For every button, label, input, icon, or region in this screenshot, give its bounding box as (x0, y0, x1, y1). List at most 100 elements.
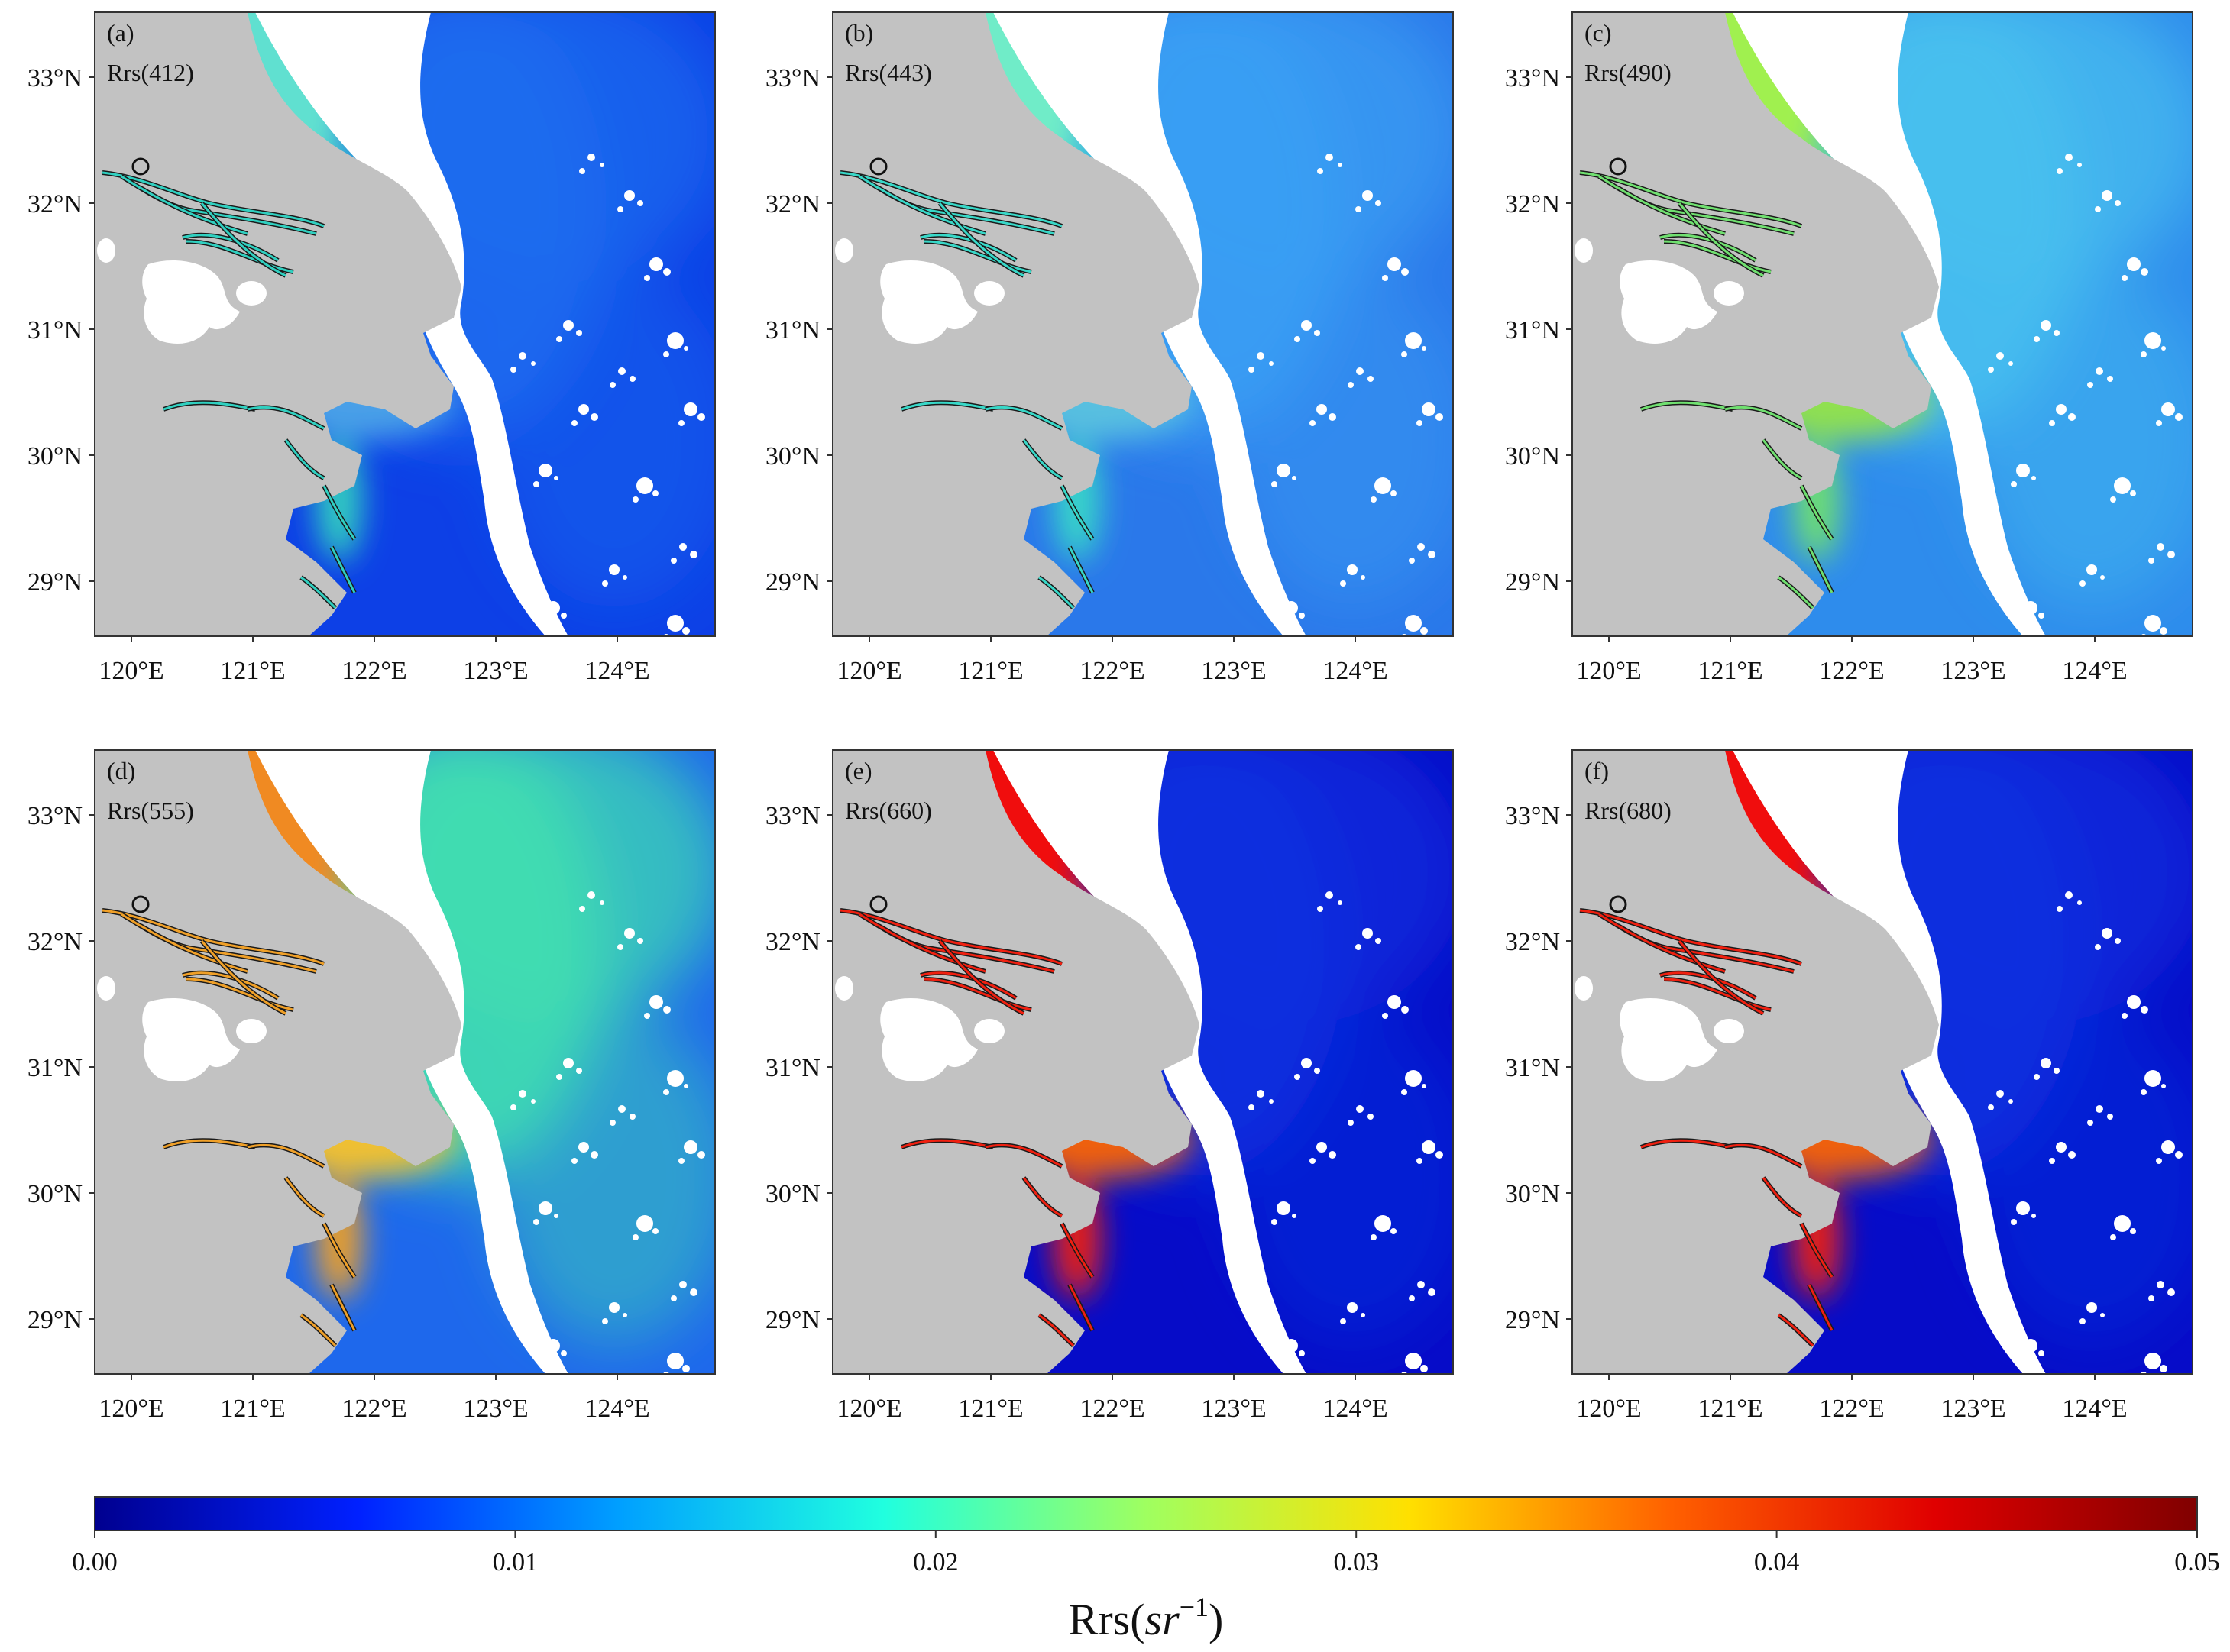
nodata-coastal-band (993, 12, 1306, 636)
map-panel-e: (e) Rrs(660) 33°N 32°N 31°N 30°N 29°N 120°E 121°… (765, 749, 1454, 1423)
lon-tick-label: 122°E (1079, 1395, 1144, 1423)
panel-label: (a) (107, 19, 134, 47)
lon-tick-label: 124°E (584, 657, 649, 685)
lat-tick-label: 30°N (28, 1180, 83, 1208)
lat-tick-label: 31°N (1505, 1054, 1560, 1082)
colorbar: 0.00 0.01 0.02 0.03 0.04 0.05 Rrs(sr−1) (72, 1496, 2220, 1644)
colorbar-title-unit: sr (1145, 1595, 1180, 1644)
cloud-gaps (1988, 154, 2183, 636)
lat-tick-label: 33°N (765, 802, 820, 830)
lon-tick-label: 121°E (220, 657, 285, 685)
lon-tick-label: 121°E (1698, 1395, 1762, 1423)
rivers (1579, 895, 1834, 1348)
nodata-coastal-band (1733, 750, 2046, 1374)
cloud-gaps (510, 154, 705, 636)
lat-tick-label: 32°N (1505, 928, 1560, 956)
lat-tick-label: 31°N (28, 316, 83, 344)
lat-tick-label: 29°N (1505, 568, 1560, 596)
lon-tick-label: 120°E (837, 657, 901, 685)
lon-tick-label: 122°E (1819, 657, 1884, 685)
map-frame (1571, 749, 2193, 1375)
lat-tick-label: 29°N (28, 568, 83, 596)
lat-tick-label: 33°N (28, 64, 83, 92)
lakes (97, 976, 267, 1081)
nodata-coastal-band (993, 750, 1306, 1374)
cloud-gaps (1248, 891, 1443, 1374)
lon-tick-label: 122°E (1079, 657, 1144, 685)
lon-tick-label: 124°E (2062, 1395, 2127, 1423)
lon-tick-label: 123°E (463, 1395, 528, 1423)
lon-tick-label: 120°E (99, 1395, 163, 1423)
lat-tick-label: 31°N (1505, 316, 1560, 344)
lon-tick-label: 122°E (1819, 1395, 1884, 1423)
lon-tick-label: 123°E (1201, 657, 1266, 685)
panel-label: (c) (1584, 19, 1612, 47)
lon-tick-label: 124°E (584, 1395, 649, 1423)
lat-tick-label: 29°N (28, 1306, 83, 1334)
nodata-coastal-band (255, 12, 568, 636)
lon-tick-label: 120°E (99, 657, 163, 685)
map-panel-c: (c) Rrs(490) 33°N 32°N 31°N 30°N 29°N 120°E 121°… (1505, 11, 2193, 685)
lat-tick-label: 32°N (765, 928, 820, 956)
lat-tick-label: 29°N (765, 568, 820, 596)
cloud-gaps (1248, 154, 1443, 636)
lon-tick-label: 123°E (463, 657, 528, 685)
lon-tick-label: 121°E (1698, 657, 1762, 685)
band-label: Rrs(660) (845, 797, 932, 824)
lat-tick-label: 29°N (1505, 1306, 1560, 1334)
lat-tick-label: 30°N (765, 442, 820, 470)
lon-tick-label: 124°E (1322, 1395, 1387, 1423)
lon-tick-label: 122°E (341, 1395, 406, 1423)
lat-tick-label: 31°N (765, 316, 820, 344)
rivers (102, 157, 357, 610)
colorbar-title-close: ) (1209, 1595, 1223, 1644)
lat-tick-label: 32°N (28, 190, 83, 218)
lat-tick-label: 30°N (28, 442, 83, 470)
rivers (1579, 157, 1834, 610)
lakes (97, 238, 267, 344)
band-label: Rrs(443) (845, 59, 932, 86)
lat-tick-label: 32°N (28, 928, 83, 956)
rivers (840, 157, 1095, 610)
cloud-gaps (510, 891, 705, 1374)
colorbar-title: Rrs(sr−1) (1069, 1592, 1224, 1644)
lon-tick-label: 120°E (1576, 657, 1641, 685)
lakes (1575, 238, 1744, 344)
band-label: Rrs(490) (1584, 59, 1672, 86)
lakes (835, 238, 1005, 344)
nodata-coastal-band (1733, 12, 2046, 636)
colorbar-gradient (94, 1496, 2198, 1531)
band-label: Rrs(555) (107, 797, 194, 824)
lakes (835, 976, 1005, 1081)
colorbar-title-main: Rrs( (1069, 1595, 1145, 1644)
map-panel-f: (f) Rrs(680) 33°N 32°N 31°N 30°N 29°N 120°E 121°… (1505, 749, 2193, 1423)
rivers (840, 895, 1095, 1348)
colorbar-tick-label: 0.03 (1333, 1548, 1379, 1576)
colorbar-tick-label: 0.01 (493, 1548, 539, 1576)
lat-tick-label: 31°N (765, 1054, 820, 1082)
nodata-coastal-band (255, 750, 568, 1374)
colorbar-tick-label: 0.05 (2174, 1548, 2220, 1576)
lon-tick-label: 121°E (958, 1395, 1023, 1423)
cloud-gaps (1988, 891, 2183, 1374)
map-frame (1571, 11, 2193, 637)
band-label: Rrs(412) (107, 59, 194, 86)
lat-tick-label: 31°N (28, 1054, 83, 1082)
lat-tick-label: 30°N (1505, 442, 1560, 470)
lat-tick-label: 30°N (765, 1180, 820, 1208)
lon-tick-label: 123°E (1940, 657, 2005, 685)
lat-tick-label: 33°N (1505, 64, 1560, 92)
rivers (102, 895, 357, 1348)
lat-tick-label: 30°N (1505, 1180, 1560, 1208)
colorbar-title-exponent: −1 (1180, 1592, 1209, 1622)
lon-tick-label: 122°E (341, 657, 406, 685)
lon-tick-label: 123°E (1201, 1395, 1266, 1423)
lon-tick-label: 120°E (837, 1395, 901, 1423)
map-frame (832, 749, 1454, 1375)
map-panel-d: (d) Rrs(555) 33°N 32°N 31°N 30°N 29°N 120°E 121°… (28, 749, 716, 1423)
lat-tick-label: 32°N (1505, 190, 1560, 218)
lat-tick-label: 33°N (765, 64, 820, 92)
lon-tick-label: 124°E (1322, 657, 1387, 685)
panel-label: (f) (1584, 757, 1609, 784)
